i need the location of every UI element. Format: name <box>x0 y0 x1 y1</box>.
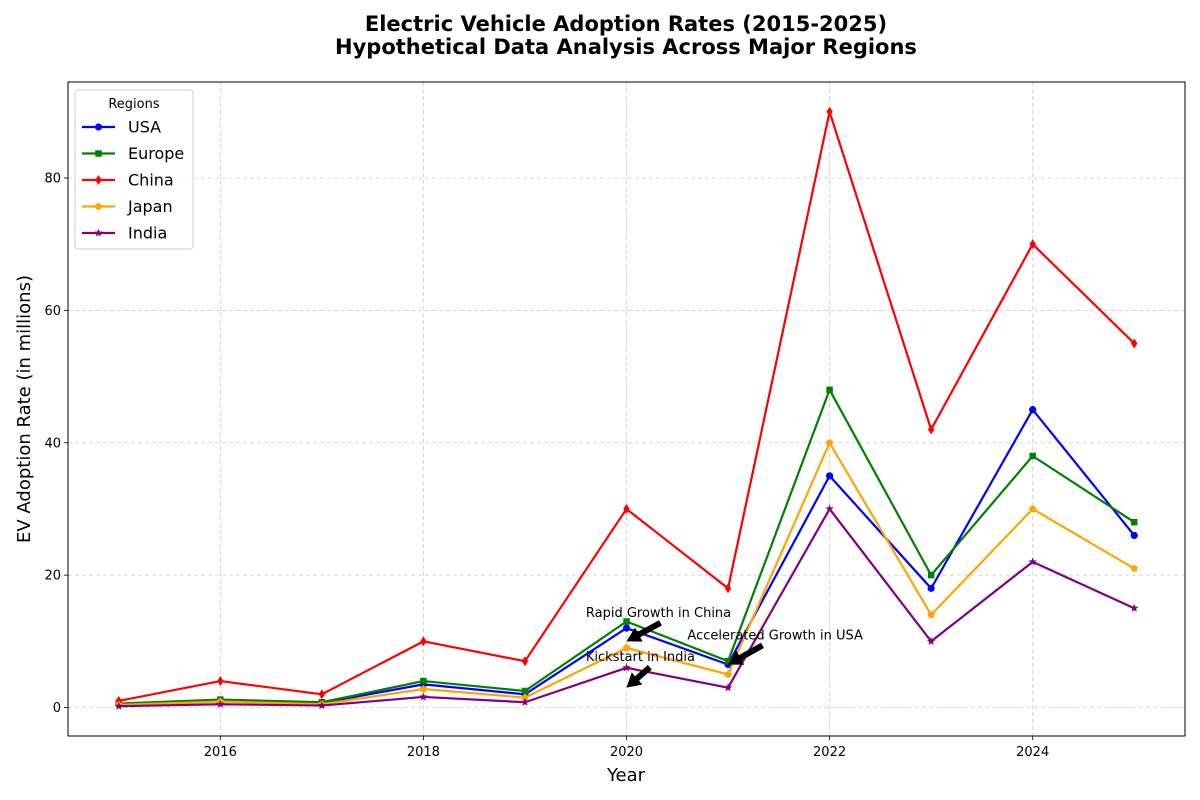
chart-title-line2: Hypothetical Data Analysis Across Major … <box>335 35 917 59</box>
data-point-china <box>826 106 833 117</box>
y-axis-label: EV Adoption Rate (in millions) <box>14 275 35 543</box>
data-point-china <box>927 424 935 435</box>
legend-marker-china <box>95 175 102 185</box>
legend-label-europe: Europe <box>128 144 184 163</box>
data-point-china <box>724 583 732 594</box>
data-point-japan <box>825 438 834 446</box>
data-point-europe <box>623 618 630 625</box>
data-point-japan <box>1028 505 1037 513</box>
data-point-europe <box>420 677 427 685</box>
x-tick-label: 2018 <box>407 745 440 760</box>
data-point-usa <box>825 472 834 480</box>
y-axis-ticks: 0 20 40 60 80 <box>44 171 68 716</box>
data-point-china <box>1131 338 1138 349</box>
data-point-usa <box>1029 406 1037 414</box>
data-point-japan <box>622 644 631 652</box>
data-point-japan <box>927 610 935 619</box>
y-tick-label: 60 <box>44 304 61 319</box>
legend: Regions USA Europe China Japan India <box>74 89 194 250</box>
legend-marker-usa <box>94 123 103 131</box>
legend-items: USA Europe China Japan India <box>82 118 184 243</box>
annotations: Rapid Growth in China Accelerated Growth … <box>586 606 863 688</box>
data-point-india <box>1028 557 1037 566</box>
data-point-japan <box>419 685 428 693</box>
data-point-japan <box>724 670 732 678</box>
legend-title: Regions <box>108 97 160 112</box>
annotation-text: Kickstart in India <box>586 650 695 665</box>
legend-label-india: India <box>128 224 167 243</box>
annotation-text: Rapid Growth in China <box>586 606 731 621</box>
data-point-india <box>622 663 631 672</box>
data-point-usa <box>927 584 935 592</box>
y-tick-label: 80 <box>44 171 61 186</box>
data-point-japan <box>521 693 529 701</box>
data-point-india <box>419 692 428 701</box>
annotation-arrow <box>728 642 764 665</box>
data-point-europe <box>927 571 935 579</box>
data-point-china <box>420 636 427 647</box>
data-point-india <box>1129 603 1139 612</box>
data-point-india <box>520 697 530 706</box>
data-point-usa <box>622 624 631 632</box>
data-point-india <box>216 699 225 708</box>
data-point-india <box>114 701 124 710</box>
legend-marker-europe <box>95 150 102 157</box>
data-point-india <box>317 701 327 710</box>
data-point-india <box>723 683 733 692</box>
data-point-europe <box>521 687 529 695</box>
data-point-china <box>1029 239 1036 250</box>
x-axis-ticks: 2016 2018 2020 2022 2024 <box>204 736 1049 760</box>
plot-area <box>114 106 1139 710</box>
data-point-europe <box>826 386 833 394</box>
data-point-china <box>217 676 224 687</box>
legend-label-usa: USA <box>128 118 161 137</box>
legend-label-japan: Japan <box>127 197 173 216</box>
data-point-europe <box>724 657 732 665</box>
annotation-arrow <box>626 620 662 642</box>
y-tick-label: 0 <box>53 701 61 716</box>
annotation-arrow <box>626 664 652 688</box>
data-point-europe <box>1029 452 1036 460</box>
x-tick-label: 2022 <box>813 745 846 760</box>
grid <box>68 82 1185 736</box>
data-point-india <box>926 636 936 645</box>
x-tick-label: 2016 <box>204 745 237 760</box>
legend-marker-india <box>94 228 103 237</box>
y-tick-label: 20 <box>44 569 61 584</box>
data-point-europe <box>1130 518 1138 526</box>
x-tick-label: 2020 <box>610 745 643 760</box>
data-point-china <box>623 503 630 514</box>
data-point-usa <box>1130 531 1138 540</box>
data-point-china <box>318 689 326 700</box>
chart-title-line1: Electric Vehicle Adoption Rates (2015-20… <box>365 12 887 36</box>
x-axis-label: Year <box>606 765 646 786</box>
x-tick-label: 2024 <box>1016 745 1049 760</box>
legend-marker-japan <box>94 202 103 210</box>
annotation-text: Accelerated Growth in USA <box>687 628 863 643</box>
legend-label-china: China <box>128 171 174 190</box>
y-tick-label: 40 <box>44 436 61 451</box>
data-point-japan <box>1130 564 1138 572</box>
data-point-china <box>521 656 529 667</box>
data-point-india <box>825 504 834 513</box>
legend-box <box>74 89 194 250</box>
